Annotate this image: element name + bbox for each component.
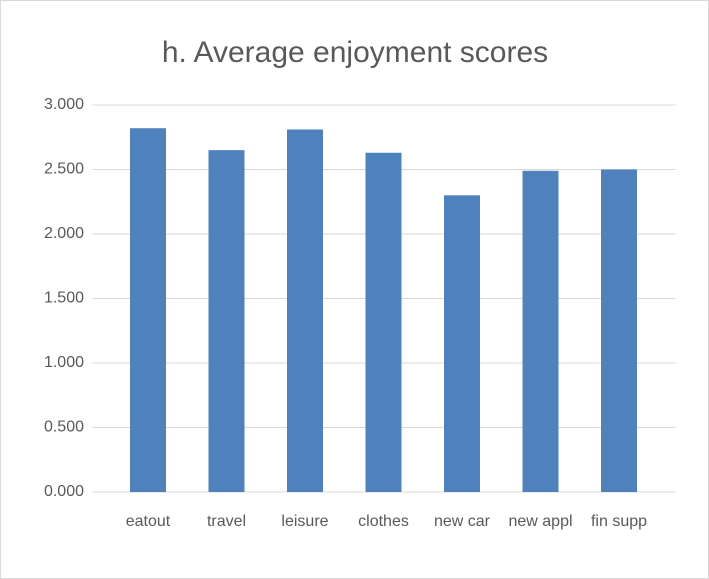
x-tick-label: clothes: [358, 513, 409, 530]
x-tick-label: leisure: [281, 513, 328, 530]
y-tick-label: 1.500: [44, 290, 84, 307]
x-tick-label: travel: [207, 513, 246, 530]
bar: [444, 195, 480, 493]
y-tick-label: 2.500: [44, 161, 84, 178]
x-tick-label: new appl: [508, 513, 572, 530]
bar: [130, 128, 166, 492]
bar: [601, 169, 637, 492]
x-tick-label: eatout: [126, 513, 171, 530]
bar: [208, 150, 245, 492]
bar: [365, 152, 402, 493]
x-tick-label: fin supp: [591, 513, 647, 530]
y-tick-label: 0.000: [44, 483, 84, 500]
bar: [287, 129, 323, 492]
y-tick-label: 3.000: [44, 96, 84, 113]
y-tick-label: 1.000: [44, 354, 84, 371]
y-tick-label: 2.000: [44, 225, 84, 242]
chart-title: h. Average enjoyment scores: [162, 36, 548, 69]
x-tick-label: new car: [434, 513, 491, 530]
bar: [522, 170, 559, 493]
y-tick-label: 0.500: [44, 419, 84, 436]
